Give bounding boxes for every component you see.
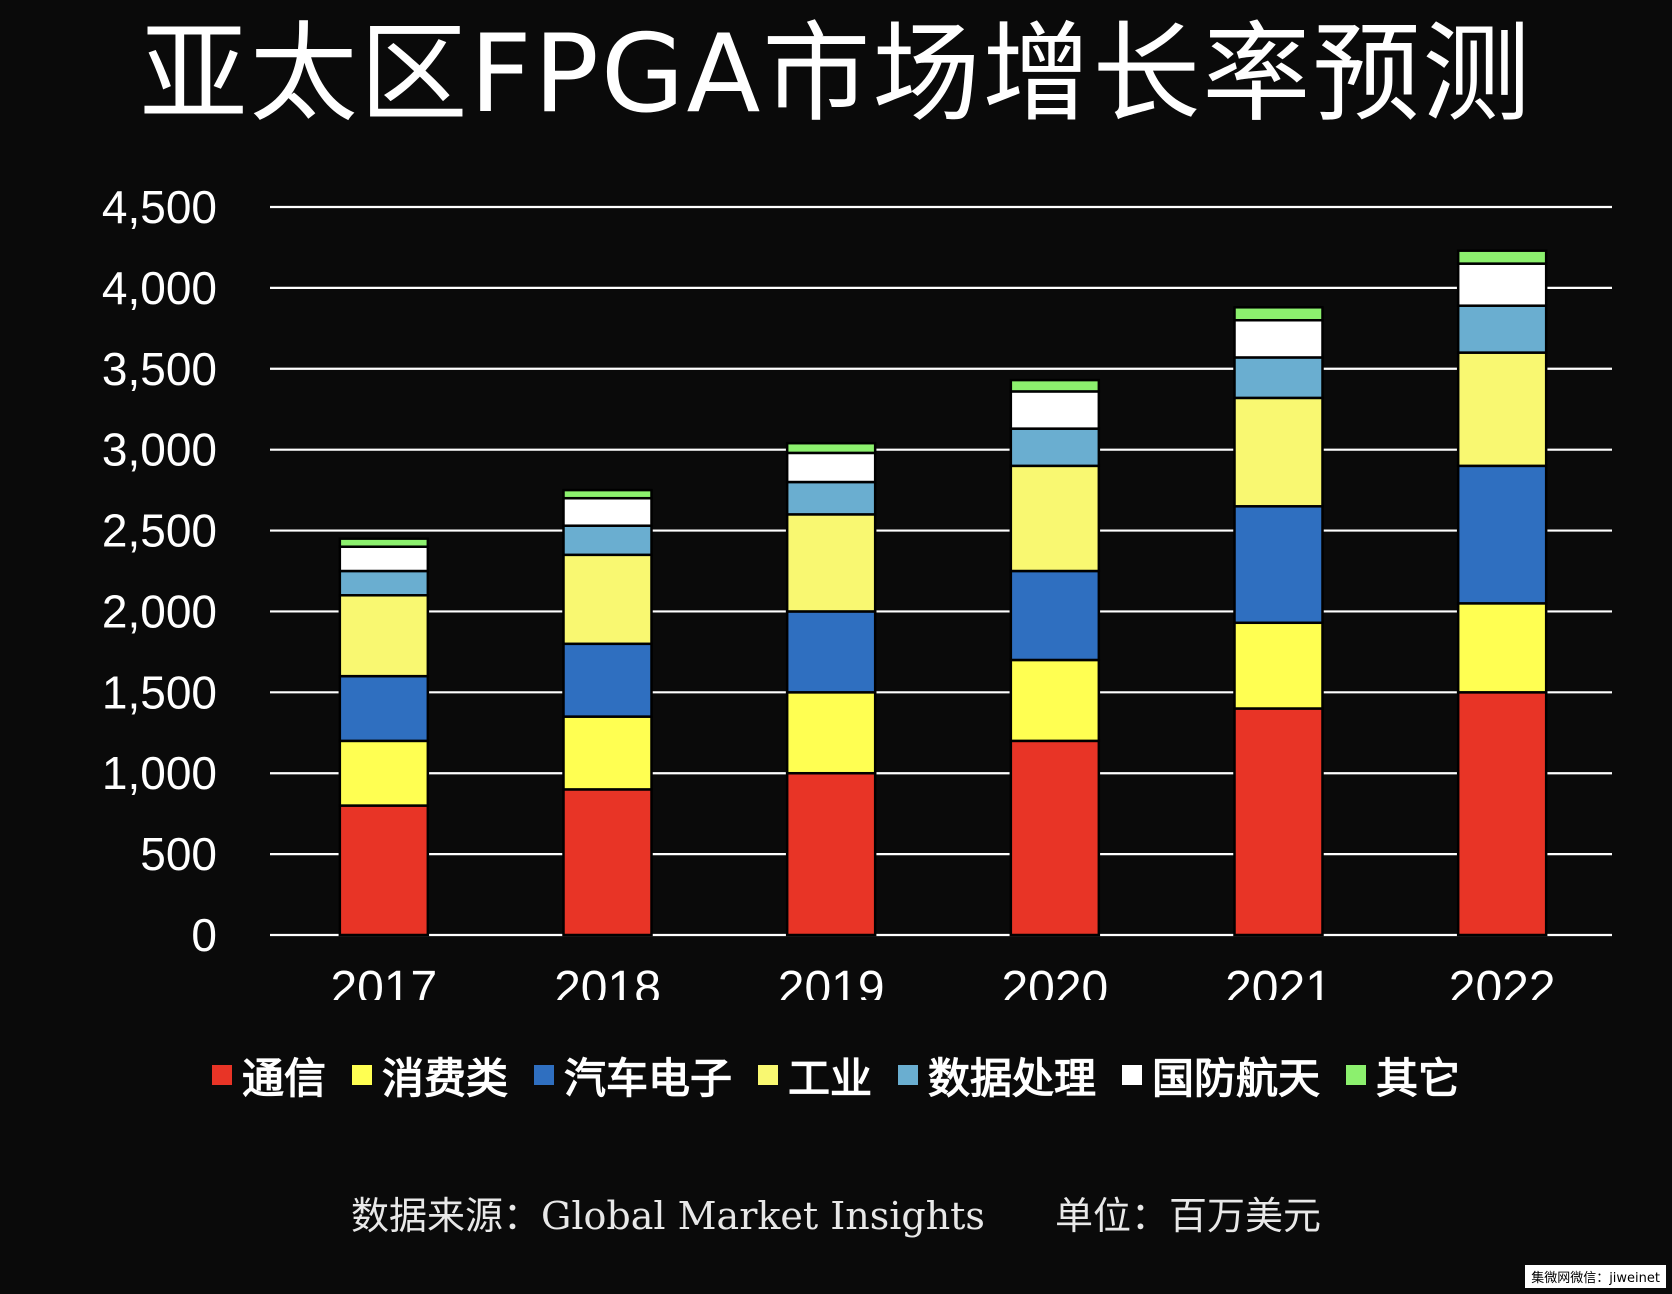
bar-segment	[562, 715, 653, 791]
legend-swatch	[351, 1065, 372, 1085]
footer: 数据来源：Global Market Insights 单位：百万美元	[0, 1185, 1672, 1245]
legend-label: 数据处理	[928, 1053, 1097, 1103]
legend-swatch	[898, 1065, 918, 1085]
bars	[338, 249, 1548, 937]
bar-segment	[1009, 378, 1101, 393]
y-tick-label: 1,000	[102, 747, 217, 799]
legend-label: 国防航天	[1152, 1053, 1321, 1103]
unit-note: 单位：百万美元	[1054, 1194, 1321, 1238]
y-tick-label: 1,500	[102, 666, 217, 718]
bar-segment	[1233, 505, 1324, 625]
x-tick-label: 2021	[1225, 962, 1332, 1000]
x-axis-tick-labels: 2017 2018 2019 2020 2021 2022	[330, 962, 1555, 1000]
y-axis-tick-labels: 0 500 1,000 1,500 2,000 2,500 3,000 3,500 4,000 4…	[102, 181, 217, 961]
legend-swatch	[1122, 1065, 1143, 1085]
bar-segment	[338, 804, 430, 937]
y-tick-label: 4,000	[102, 262, 217, 314]
legend-swatch	[757, 1065, 778, 1085]
y-tick-label: 2,000	[102, 585, 217, 637]
bar-segment	[562, 524, 653, 557]
bar-segment	[1009, 569, 1101, 662]
bar-segment	[1009, 427, 1101, 468]
x-tick-label: 2022	[1449, 962, 1556, 1000]
bar-segment	[338, 545, 430, 573]
legend-item: 国防航天	[1122, 1045, 1320, 1106]
bar-segment	[562, 496, 653, 527]
legend-item: 通信	[211, 1045, 326, 1106]
bar-segment	[1233, 318, 1324, 359]
bar-segment	[785, 771, 877, 937]
bar-segment	[785, 451, 877, 484]
y-tick-label: 2,500	[102, 505, 217, 557]
legend-label: 其它	[1376, 1053, 1461, 1103]
bar-segment	[785, 691, 877, 775]
bar-segment	[1456, 249, 1548, 265]
bar-segment	[1233, 306, 1324, 322]
legend-item: 汽车电子	[533, 1045, 732, 1106]
stacked-bar-chart: 0 500 1,000 1,500 2,000 2,500 3,000 3,500 4,000 4…	[102, 181, 1612, 1000]
bar-segment	[562, 642, 653, 718]
y-tick-label: 3,000	[102, 424, 217, 476]
bar-segment	[1233, 356, 1324, 400]
chart-title: 亚太区FPGA市场增长率预测	[139, 12, 1533, 137]
legend-label: 工业	[787, 1053, 872, 1103]
bar-segment	[785, 441, 877, 455]
bar-segment	[338, 594, 430, 678]
bar-segment	[562, 553, 653, 646]
y-tick-label: 3,500	[102, 343, 217, 395]
bar-segment	[1233, 707, 1324, 937]
bar-segment	[1456, 464, 1548, 605]
legend-label: 通信	[241, 1053, 326, 1103]
x-tick-label: 2018	[554, 962, 661, 1000]
gridlines	[270, 205, 1612, 937]
bar-segment	[785, 610, 877, 694]
bar-segment	[562, 488, 653, 500]
bar-segment	[1456, 691, 1548, 937]
bar-segment	[1456, 351, 1548, 468]
legend-item: 其它	[1346, 1045, 1460, 1106]
legend: 通信 消费类 汽车电子 工业 数据处理 国防航天 其它	[0, 1040, 1672, 1110]
legend-swatch	[1346, 1065, 1367, 1085]
bar-segment	[1456, 304, 1548, 354]
legend-swatch	[533, 1065, 554, 1085]
legend-item: 工业	[757, 1045, 872, 1106]
y-tick-label: 500	[140, 828, 217, 880]
legend-item: 消费类	[351, 1045, 508, 1106]
legend-item: 数据处理	[898, 1045, 1096, 1106]
bar-segment	[1233, 396, 1324, 508]
bar-segment	[338, 537, 430, 548]
bar-segment	[338, 674, 430, 743]
y-tick-label: 0	[191, 909, 217, 961]
bar-segment	[1009, 390, 1101, 430]
x-tick-label: 2019	[778, 962, 885, 1000]
data-source-note: 数据来源：Global Market Insights	[351, 1194, 985, 1238]
bar-segment	[1233, 621, 1324, 710]
bar-segment	[1456, 602, 1548, 694]
legend-label: 汽车电子	[563, 1053, 732, 1103]
bar-segment	[338, 739, 430, 807]
bar-segment	[1456, 262, 1548, 307]
bar-segment	[338, 569, 430, 597]
y-tick-label: 4,500	[102, 181, 217, 233]
bar-segment	[1009, 464, 1101, 573]
bar-segment	[562, 788, 653, 937]
bar-segment	[1009, 658, 1101, 743]
bar-segment	[785, 513, 877, 613]
watermark: 集微网微信：jiweinet	[1525, 1265, 1666, 1288]
legend-swatch	[211, 1065, 232, 1085]
bar-segment	[785, 480, 877, 516]
bar-segment	[1009, 739, 1101, 937]
x-tick-label: 2020	[1001, 962, 1108, 1000]
legend-label: 消费类	[381, 1053, 508, 1103]
x-tick-label: 2017	[330, 962, 437, 1000]
